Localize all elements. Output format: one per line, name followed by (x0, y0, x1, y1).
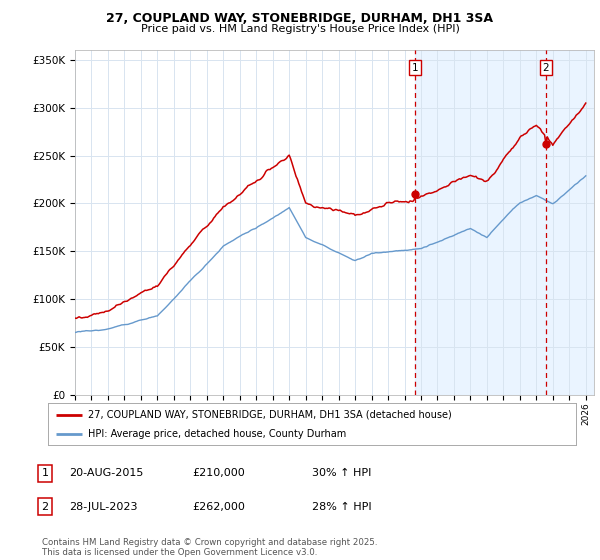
Text: 1: 1 (412, 63, 418, 73)
Text: 1: 1 (41, 468, 49, 478)
Text: £262,000: £262,000 (192, 502, 245, 512)
Text: 30% ↑ HPI: 30% ↑ HPI (312, 468, 371, 478)
Text: 27, COUPLAND WAY, STONEBRIDGE, DURHAM, DH1 3SA: 27, COUPLAND WAY, STONEBRIDGE, DURHAM, D… (107, 12, 493, 25)
Text: Contains HM Land Registry data © Crown copyright and database right 2025.
This d: Contains HM Land Registry data © Crown c… (42, 538, 377, 557)
Text: Price paid vs. HM Land Registry's House Price Index (HPI): Price paid vs. HM Land Registry's House … (140, 24, 460, 34)
Text: 28% ↑ HPI: 28% ↑ HPI (312, 502, 371, 512)
Text: 2: 2 (542, 63, 549, 73)
Text: 27, COUPLAND WAY, STONEBRIDGE, DURHAM, DH1 3SA (detached house): 27, COUPLAND WAY, STONEBRIDGE, DURHAM, D… (88, 409, 451, 419)
Text: 20-AUG-2015: 20-AUG-2015 (69, 468, 143, 478)
Text: 2: 2 (41, 502, 49, 512)
Text: HPI: Average price, detached house, County Durham: HPI: Average price, detached house, Coun… (88, 429, 346, 439)
Bar (415, 50, 594, 395)
Text: £210,000: £210,000 (192, 468, 245, 478)
Text: 28-JUL-2023: 28-JUL-2023 (69, 502, 137, 512)
